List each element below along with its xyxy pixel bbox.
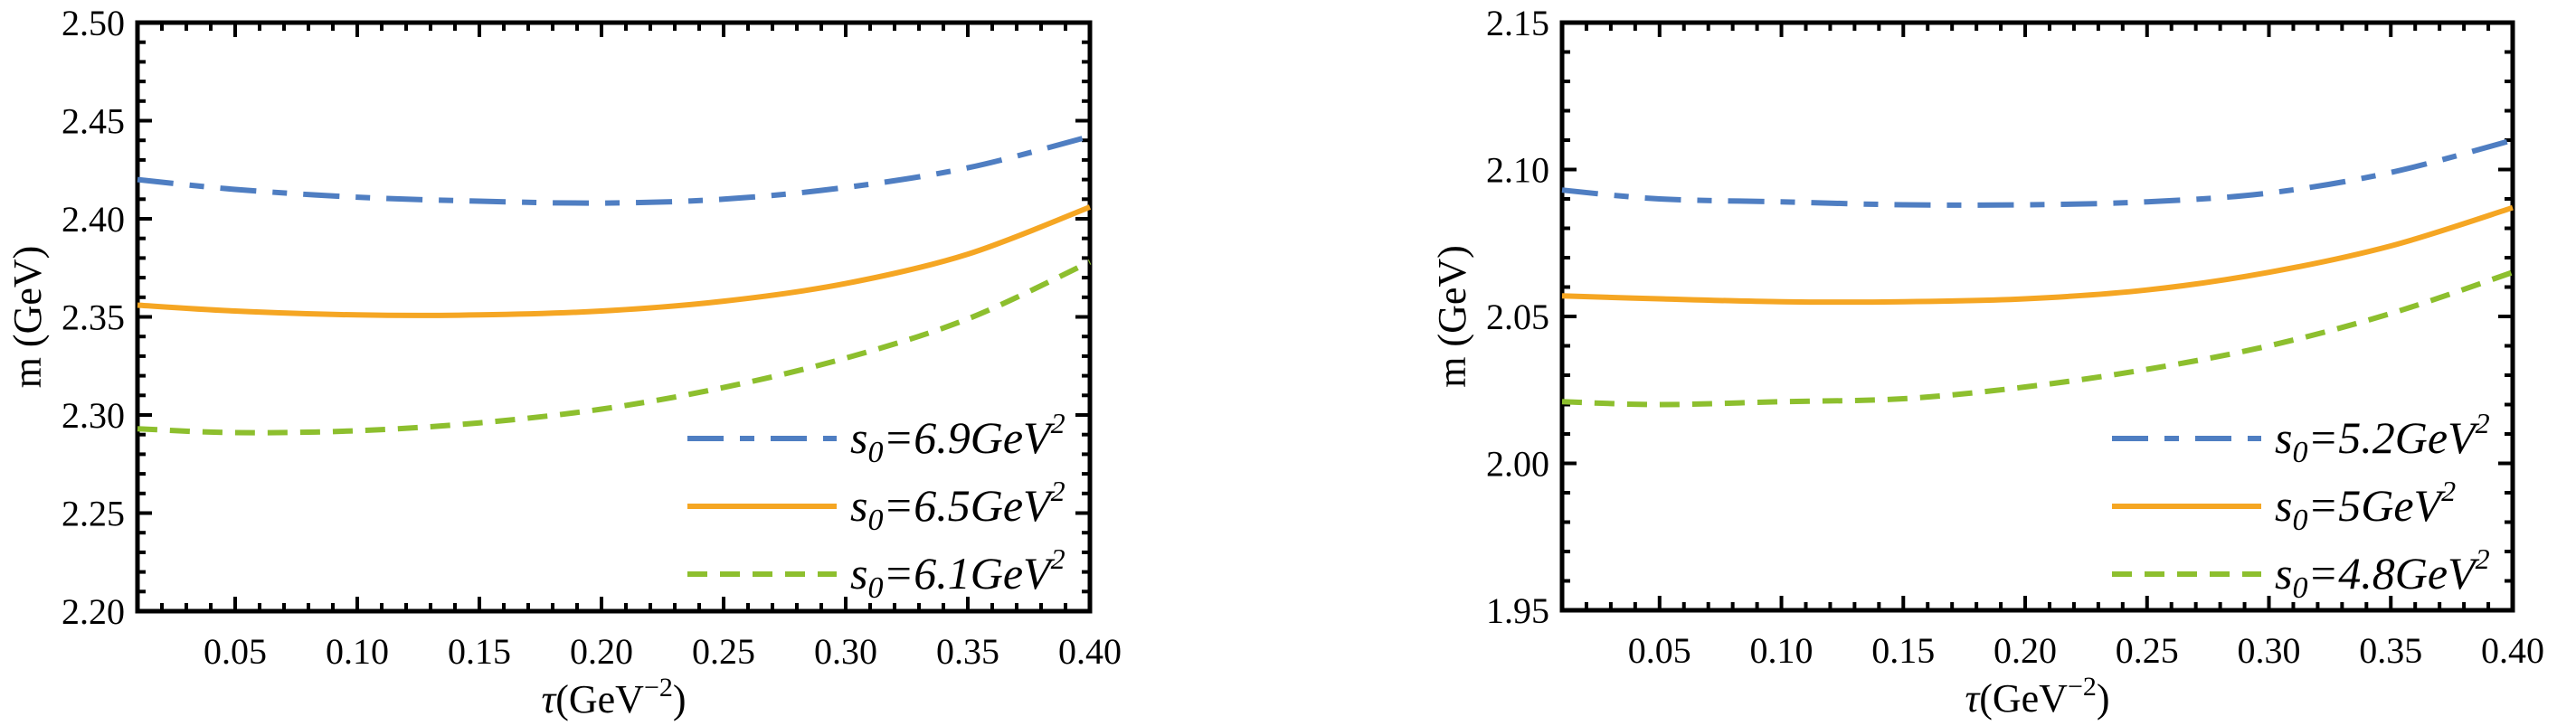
y-tick-label: 2.25 (62, 494, 125, 534)
x-tick-label: 0.15 (1871, 630, 1935, 671)
legend-label: s0=6.5GeV2 (850, 475, 1065, 537)
chart-panel-2: 0.05 0.10 0.15 0.20 0.25 0.30 0.35 0.40 1.95 2.00… (1430, 3, 2544, 721)
x-axis-label: τ(GeV−2) (541, 673, 686, 721)
y-tick-label: 2.20 (62, 591, 125, 632)
y-axis-label: m (GeV) (5, 246, 50, 389)
x-axis-label-symbol: τ (1965, 676, 1981, 721)
x-axis-label-symbol: τ (541, 677, 557, 721)
y-tick-label: 2.05 (1486, 297, 1549, 337)
x-axis-label: τ(GeV−2) (1965, 672, 2109, 721)
x-tick-label: 0.20 (570, 631, 633, 672)
x-tick-label: 0.20 (1994, 630, 2057, 671)
legend-label: s0=5GeV2 (2275, 475, 2456, 537)
y-tick-label: 1.95 (1486, 590, 1549, 631)
x-axis-label-end: ) (2097, 676, 2110, 721)
series-line-dashdot (137, 133, 1091, 206)
x-tick-label: 0.30 (814, 631, 877, 672)
y-tick-label: 2.40 (62, 199, 125, 240)
x-tick-label: 0.25 (692, 631, 755, 672)
y-tick-label: 2.35 (62, 297, 125, 338)
y-tick-label: 2.15 (1486, 3, 1549, 43)
y-axis-label: m (GeV) (1430, 245, 1474, 388)
x-tick-label: 0.25 (2116, 630, 2179, 671)
x-tick-label: 0.35 (2359, 630, 2422, 671)
x-axis-label-unit: (GeV (1979, 676, 2068, 721)
plot-frame (1559, 20, 2515, 613)
x-tick-label: 0.15 (448, 631, 511, 672)
x-tick-label: 0.05 (1628, 630, 1691, 671)
series-line-solid (137, 204, 1092, 318)
x-tick-label: 0.35 (936, 631, 999, 672)
series-line-dashed (137, 259, 1092, 436)
series-line-dashed (1561, 269, 2514, 408)
x-axis-label-end: ) (673, 677, 687, 721)
x-axis-label-sup: −2 (644, 673, 673, 702)
series-line-solid (1561, 204, 2514, 306)
y-tick-label: 2.00 (1486, 444, 1549, 485)
x-tick-label: 0.10 (1750, 630, 1814, 671)
y-tick-label: 2.45 (62, 101, 125, 142)
x-tick-label: 0.40 (1058, 631, 1122, 672)
plot-frame (135, 20, 1093, 614)
legend-label: s0=5.2GeV2 (2275, 407, 2490, 469)
series-line-dashdot (1561, 137, 2514, 208)
x-axis-label-sup: −2 (2068, 672, 2097, 702)
y-tick-label: 2.30 (62, 395, 125, 436)
x-tick-label: 0.10 (326, 631, 389, 672)
y-tick-label: 2.10 (1486, 150, 1549, 191)
x-axis-label-unit: (GeV (555, 677, 644, 721)
legend-label: s0=6.9GeV2 (850, 407, 1065, 469)
legend-label: s0=4.8GeV2 (2275, 542, 2490, 605)
x-tick-label: 0.05 (204, 631, 267, 672)
chart-panel-1: 0.05 0.10 0.15 0.20 0.25 0.30 0.35 0.40 2.20 2.25… (5, 3, 1122, 721)
y-tick-label: 2.50 (62, 3, 125, 43)
x-tick-label: 0.30 (2238, 630, 2301, 671)
legend-label: s0=6.1GeV2 (850, 542, 1065, 605)
x-tick-label: 0.40 (2481, 630, 2544, 671)
